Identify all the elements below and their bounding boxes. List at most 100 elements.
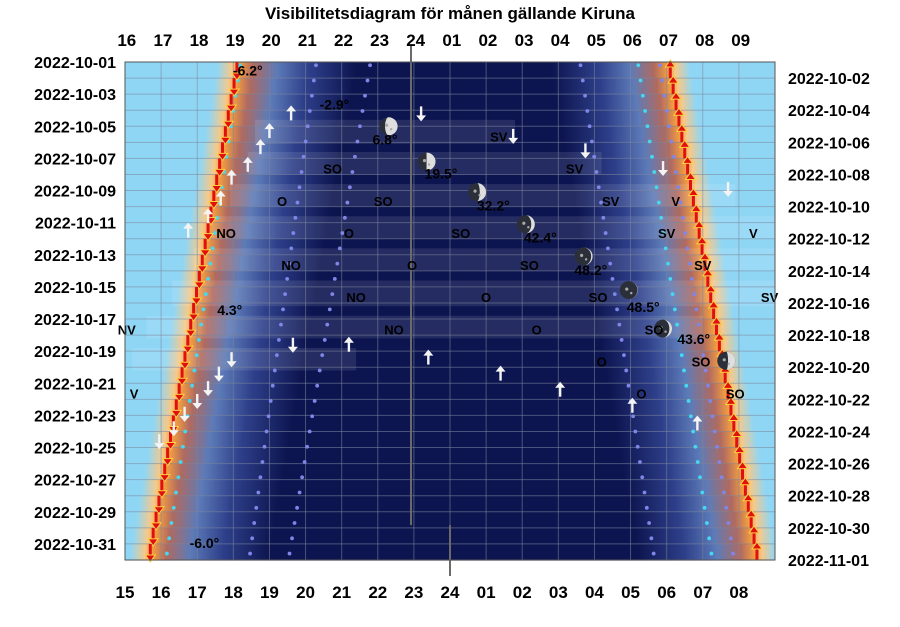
sunset-arrow bbox=[161, 447, 174, 467]
date-label-right: 2022-10-18 bbox=[788, 328, 870, 345]
sunset-arrow bbox=[170, 399, 183, 419]
moon-path-dot bbox=[704, 521, 709, 525]
sunset-arrow bbox=[152, 495, 165, 515]
sunrise-arrow bbox=[696, 235, 709, 255]
moon-phase-icon bbox=[654, 319, 673, 338]
x-tick-top: 02 bbox=[478, 31, 497, 50]
sunset-arrow bbox=[144, 543, 157, 563]
date-label-right: 2022-10-04 bbox=[788, 103, 870, 120]
x-tick-bottom: 20 bbox=[296, 583, 315, 602]
date-label-left: 2022-10-07 bbox=[34, 151, 116, 168]
moon-altitude-label: 6.8° bbox=[372, 132, 397, 148]
sunrise-arrow bbox=[690, 203, 703, 223]
x-tick-top: 17 bbox=[153, 31, 172, 50]
moon-path-dot bbox=[315, 383, 320, 388]
moon-path-dot bbox=[183, 429, 188, 434]
compass-label: SV bbox=[658, 226, 676, 241]
moon-path-dot bbox=[667, 124, 671, 129]
moon-path-dot bbox=[295, 200, 300, 205]
x-tick-bottom: 06 bbox=[657, 583, 676, 602]
moon-path-dot bbox=[587, 124, 592, 129]
moon-path-dot bbox=[332, 276, 337, 281]
moon-path-dot bbox=[290, 536, 294, 541]
sunrise-arrow bbox=[748, 525, 761, 544]
date-label-right: 2022-10-22 bbox=[788, 392, 870, 409]
moon-path-dot bbox=[692, 292, 697, 297]
moon-path-dot bbox=[640, 475, 645, 480]
compass-label: V bbox=[671, 194, 680, 209]
moon-altitude-label: 42.4° bbox=[524, 230, 557, 246]
moon-path-dot bbox=[664, 109, 669, 113]
moon-path-dot bbox=[631, 414, 635, 419]
moon-path-dot bbox=[645, 124, 650, 129]
moon-path-dot bbox=[626, 383, 631, 388]
moon-path-dot bbox=[585, 109, 590, 113]
moon-path-dot bbox=[258, 475, 263, 480]
moon-path-dot bbox=[201, 307, 206, 312]
sunset-arrow bbox=[164, 431, 177, 451]
moonset-arrow bbox=[168, 421, 179, 437]
moon-path-dot bbox=[706, 383, 710, 388]
x-tick-top: 16 bbox=[117, 31, 136, 50]
moon-path-dot bbox=[666, 261, 670, 266]
date-label-left: 2022-10-23 bbox=[34, 408, 116, 425]
date-label-left: 2022-10-31 bbox=[34, 537, 116, 554]
sunrise-arrow bbox=[670, 91, 683, 111]
moon-path-dot bbox=[601, 215, 606, 220]
moon-path-dot bbox=[679, 353, 684, 358]
moon-path-dot bbox=[199, 322, 204, 327]
moon-path-dot bbox=[680, 215, 685, 220]
moon-path-dot bbox=[317, 368, 322, 373]
moon-path-dot bbox=[285, 276, 290, 281]
moon-path-dot bbox=[661, 231, 666, 235]
moon-phase-icon bbox=[516, 215, 535, 234]
moon-path-dot bbox=[312, 399, 317, 403]
date-label-right: 2022-10-16 bbox=[788, 296, 870, 313]
sunset-arrow bbox=[184, 319, 197, 338]
moon-path-dot bbox=[612, 292, 617, 297]
moon-path-dot bbox=[250, 536, 255, 541]
sunrise-arrow bbox=[678, 139, 691, 159]
moon-path-dot bbox=[238, 63, 242, 68]
moon-path-dot bbox=[724, 505, 729, 510]
date-label-right: 2022-10-10 bbox=[788, 200, 870, 217]
moon-path-dot bbox=[622, 353, 626, 358]
moonset-arrow bbox=[508, 128, 519, 144]
moon-path-dot bbox=[274, 353, 279, 358]
moon-path-dot bbox=[348, 185, 352, 190]
x-tick-bottom: 03 bbox=[549, 583, 568, 602]
moon-path-dot bbox=[171, 505, 176, 510]
moon-path-dot bbox=[710, 414, 715, 419]
sunset-arrow bbox=[173, 383, 186, 403]
moon-path-dot bbox=[684, 383, 689, 388]
sunrise-arrow bbox=[687, 187, 700, 207]
date-label-right: 2022-10-20 bbox=[788, 360, 870, 377]
moon-phase-icon bbox=[417, 152, 436, 171]
moonrise-arrow bbox=[627, 397, 638, 413]
date-label-right: 2022-10-12 bbox=[788, 232, 870, 249]
moon-path-dot bbox=[190, 383, 194, 388]
moon-phase-icon bbox=[717, 351, 736, 370]
moon-path-dot bbox=[642, 490, 647, 495]
moonrise-arrow bbox=[183, 222, 194, 238]
moon-path-dot bbox=[624, 368, 629, 373]
date-label-left: 2022-10-15 bbox=[34, 280, 116, 297]
sun-altitude-label: 4.3° bbox=[217, 302, 242, 318]
x-tick-bottom: 21 bbox=[332, 583, 351, 602]
moon-path-dot bbox=[709, 551, 714, 556]
date-label-right: 2022-10-02 bbox=[788, 71, 870, 88]
moon-path-dot bbox=[596, 185, 601, 190]
date-label-right: 2022-10-28 bbox=[788, 489, 870, 506]
x-tick-top: 09 bbox=[731, 31, 750, 50]
moon-path-dot bbox=[650, 154, 654, 159]
date-label-right: 2022-10-14 bbox=[788, 264, 870, 281]
date-label-right: 2022-10-30 bbox=[788, 521, 870, 538]
sunrise-arrow bbox=[710, 316, 723, 336]
moon-path-dot bbox=[638, 460, 642, 464]
compass-label: NO bbox=[281, 258, 301, 273]
x-tick-bottom: 18 bbox=[224, 583, 243, 602]
compass-label: SV bbox=[694, 258, 712, 273]
moon-path-dot bbox=[606, 246, 610, 251]
sunrise-arrow bbox=[722, 380, 735, 400]
sunset-arrow bbox=[222, 110, 235, 130]
